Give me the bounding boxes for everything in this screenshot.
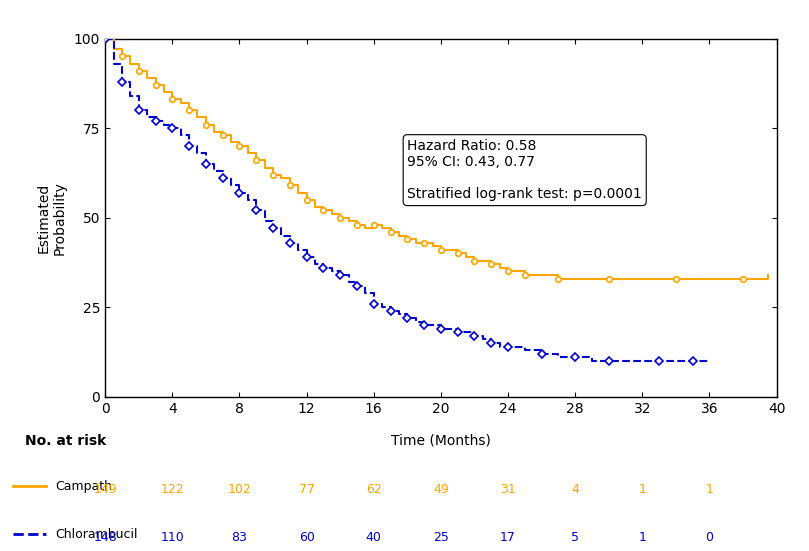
Text: 49: 49 [433,483,449,495]
Text: 1: 1 [638,531,646,544]
Text: 31: 31 [500,483,516,495]
Y-axis label: Estimated
Probability: Estimated Probability [36,181,67,255]
Text: 60: 60 [299,531,315,544]
Text: Campath: Campath [55,480,112,493]
Text: 83: 83 [231,531,248,544]
Text: 110: 110 [160,531,184,544]
Text: 77: 77 [299,483,315,495]
Text: 1: 1 [638,483,646,495]
Text: Chlorambucil: Chlorambucil [55,528,138,541]
Text: 1: 1 [705,483,714,495]
Text: 0: 0 [705,531,714,544]
Text: 149: 149 [93,483,117,495]
Text: 62: 62 [366,483,382,495]
Text: Hazard Ratio: 0.58
95% CI: 0.43, 0.77

Stratified log-rank test: p=0.0001: Hazard Ratio: 0.58 95% CI: 0.43, 0.77 St… [408,139,642,202]
Text: 122: 122 [160,483,184,495]
Text: No. at risk: No. at risk [24,434,106,448]
Text: 17: 17 [500,531,516,544]
Text: 5: 5 [571,531,579,544]
Text: 40: 40 [366,531,382,544]
Text: 4: 4 [571,483,579,495]
Text: 148: 148 [93,531,117,544]
Text: Time (Months): Time (Months) [391,434,491,448]
Text: 102: 102 [227,483,252,495]
Text: 25: 25 [433,531,449,544]
